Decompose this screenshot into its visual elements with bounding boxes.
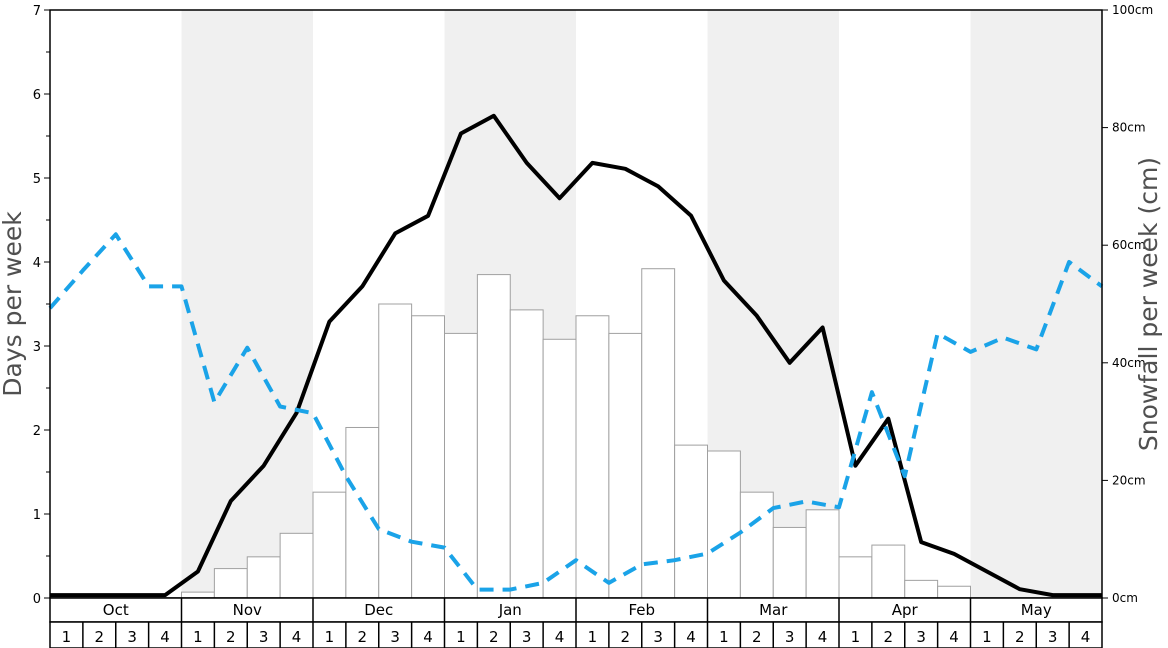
week-label: 3 [522,628,532,646]
right-tick-label: 0cm [1112,591,1138,605]
week-row: 1 2 3 4 1 2 3 4 1 2 3 4 1 2 3 4 1 2 3 4 1 2 3 4 1 2 3 4 1 2 3 4 [49,621,1103,648]
left-tick-label: 2 [33,424,41,439]
bar-15 [509,309,544,599]
bar-14 [476,274,511,599]
right-tick-label: 60cm [1112,238,1146,252]
right-tick-label: 80cm [1112,121,1146,135]
right-tick-label: 40cm [1112,356,1146,370]
bar-21 [707,450,741,599]
week-label: 2 [752,628,762,646]
bar-8 [279,532,314,599]
month-row: Oct Nov Dec Jan Feb Mar Apr May [49,597,1103,623]
week-label: 2 [226,628,236,646]
bar-17 [575,315,610,599]
week-label: 4 [555,628,565,646]
left-tick-label: 3 [33,340,41,355]
week-label: 3 [916,628,926,646]
week-label: 2 [358,628,368,646]
left-tick-label: 6 [33,88,41,103]
bar-28 [937,585,971,599]
week-label: 4 [1081,628,1091,646]
bar-7 [246,556,281,599]
week-label: 3 [259,628,269,646]
bar-12 [411,315,445,599]
left-axis: 0 1 2 3 4 5 6 7 [33,4,50,607]
month-label-apr: Apr [892,601,919,619]
week-label: 2 [884,628,894,646]
bar-24 [805,509,840,599]
right-tick-label: 100cm [1112,3,1153,17]
left-tick-label: 7 [33,4,41,19]
month-label-feb: Feb [628,601,655,619]
week-label: 1 [982,628,992,646]
series-line-1 [50,113,1102,598]
week-label: 3 [785,628,795,646]
week-label: 4 [160,628,170,646]
month-label-nov: Nov [233,601,262,619]
right-tick-label: 20cm [1112,473,1146,487]
weekly-bars [181,268,971,599]
bar-9 [312,491,347,599]
week-label: 3 [653,628,663,646]
week-label: 1 [456,628,466,646]
month-band-nov [181,10,313,598]
week-label: 1 [719,628,729,646]
week-label: 3 [127,628,137,646]
week-label: 1 [588,628,598,646]
week-label: 2 [621,628,631,646]
week-label: 1 [325,628,335,646]
week-label: 1 [62,628,72,646]
month-label-may: May [1021,601,1052,619]
right-axis-title: Snowfall per week (cm) [1134,157,1163,451]
left-axis-title: Days per week [0,211,27,397]
series-lines [48,113,1104,598]
bar-22 [739,491,774,599]
bar-27 [904,579,939,599]
week-label: 2 [1015,628,1025,646]
week-label: 2 [95,628,105,646]
left-tick-label: 0 [33,592,41,607]
week-label: 1 [193,628,203,646]
bar-18 [608,332,643,599]
bar-10 [345,426,380,599]
bar-5 [181,591,215,599]
week-label: 4 [686,628,696,646]
month-label-dec: Dec [364,601,393,619]
bar-6 [213,568,248,599]
month-label-oct: Oct [103,601,129,619]
bar-11 [378,303,413,599]
bar-19 [641,268,676,599]
bar-26 [871,544,906,599]
month-label-mar: Mar [759,601,788,619]
week-label: 4 [818,628,828,646]
week-label: 3 [1048,628,1058,646]
left-tick-label: 4 [33,256,41,271]
month-label-jan: Jan [498,601,522,619]
week-label: 3 [390,628,400,646]
week-label: 4 [949,628,959,646]
bar-20 [674,444,708,599]
week-label: 4 [292,628,302,646]
right-axis: 0cm 20cm 40cm 60cm 80cm 100cm [1102,3,1153,605]
bar-13 [444,332,478,599]
week-label: 4 [423,628,433,646]
bar-23 [772,526,807,599]
left-tick-label: 1 [33,508,41,523]
week-label: 1 [851,628,861,646]
month-band-may [970,10,1102,598]
week-label: 2 [489,628,499,646]
bar-25 [838,556,873,599]
bar-16 [542,338,577,599]
left-tick-label: 5 [33,172,41,187]
